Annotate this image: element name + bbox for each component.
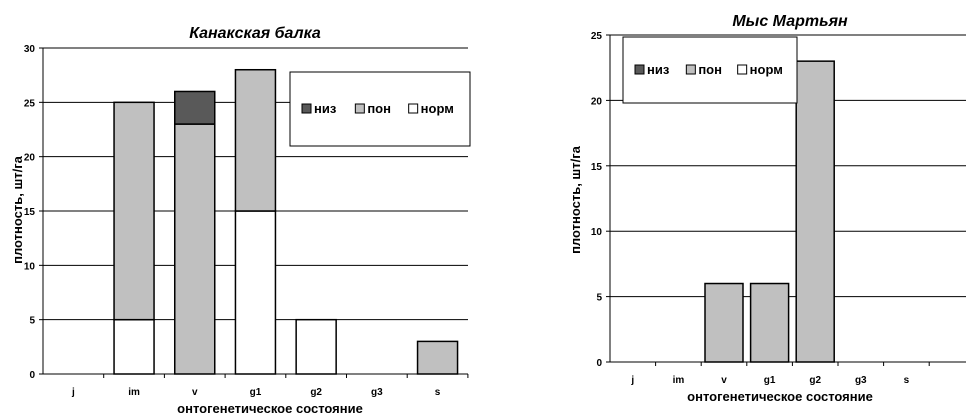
x-tick-label: s: [435, 387, 441, 398]
x-tick-label: v: [721, 375, 727, 386]
bar-s-пон: [416, 340, 459, 375]
legend-swatch-низ: [634, 64, 645, 75]
y-tick-label: 0: [596, 358, 602, 369]
x-tick-label: im: [673, 375, 685, 386]
legend-label: пон: [367, 101, 391, 116]
y-tick-label: 30: [24, 44, 36, 55]
bars: [113, 68, 459, 375]
x-tick-label: g3: [855, 375, 867, 386]
chart-title: Канакская балка: [189, 25, 321, 42]
x-tick-label: g2: [809, 375, 821, 386]
legend-swatch-пон: [354, 103, 365, 114]
y-axis-label: плотность, шт/га: [568, 145, 583, 254]
legend-swatch-низ: [301, 103, 312, 114]
legend-label: низ: [647, 62, 670, 77]
x-tick-label: im: [128, 387, 140, 398]
x-axis-label: онтогенетическое состояние: [687, 389, 873, 404]
legend-swatch-пон: [685, 64, 696, 75]
y-tick-label: 0: [29, 370, 35, 381]
y-tick-label: 20: [24, 153, 36, 164]
y-tick-label: 15: [591, 162, 603, 173]
y-tick-label: 25: [591, 31, 603, 42]
bar-g1-норм: [234, 210, 277, 375]
y-tick-label: 5: [596, 293, 602, 304]
chart-title: Мыс Мартьян: [732, 13, 848, 30]
y-tick-label: 5: [29, 316, 35, 327]
y-tick-label: 25: [24, 98, 36, 109]
legend-box: [622, 36, 798, 104]
legend-label: пон: [698, 62, 722, 77]
bar-g2-пон: [795, 60, 835, 363]
bar-v-пон: [704, 282, 744, 363]
legend: низ пон норм: [622, 36, 798, 104]
x-tick-label: s: [904, 375, 910, 386]
legend-label: норм: [750, 62, 783, 77]
legend-label: норм: [421, 101, 454, 116]
legend: низ пон норм: [289, 71, 471, 147]
legend-label: низ: [314, 101, 337, 116]
legend-swatch-норм: [408, 103, 419, 114]
x-tick-label: g1: [764, 375, 776, 386]
bar-g2-норм: [295, 318, 337, 375]
legend-swatch-норм: [737, 64, 748, 75]
y-tick-label: 10: [24, 261, 36, 272]
bar-g1-пон: [749, 282, 790, 363]
bar-im-норм: [113, 318, 155, 375]
x-tick-label: j: [630, 375, 634, 386]
y-tick-label: 20: [591, 96, 603, 107]
legend-box: [289, 71, 471, 147]
chart-2: 0 5 10 15 20 25 j im v g1 g2 g3 s Мыс Мартьян онтогене…: [568, 13, 966, 404]
chart-1: 0 5 10 15 20 25 30 j im v g1 g2 g3 s Канакская балка он…: [10, 25, 471, 416]
y-tick-label: 15: [24, 207, 36, 218]
bar-g1-пон: [234, 68, 277, 212]
bar-v-низ: [174, 90, 216, 125]
x-tick-label: g2: [310, 387, 322, 398]
x-tick-label: g1: [250, 387, 262, 398]
y-axis-label: плотность, шт/га: [10, 155, 25, 264]
y-tick-label: 10: [591, 227, 603, 238]
bar-im-пон: [113, 101, 155, 321]
x-axis-label: онтогенетическое состояние: [177, 401, 363, 416]
x-tick-label: j: [71, 387, 75, 398]
bars: [704, 60, 835, 363]
x-tick-label: v: [192, 387, 198, 398]
bar-v-пон: [174, 123, 216, 375]
x-tick-label: g3: [371, 387, 383, 398]
